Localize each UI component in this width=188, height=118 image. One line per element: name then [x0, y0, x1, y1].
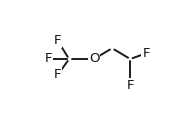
Text: F: F — [127, 79, 134, 92]
Text: O: O — [89, 53, 99, 65]
Text: F: F — [54, 68, 61, 81]
Text: F: F — [45, 53, 52, 65]
Text: F: F — [54, 34, 61, 47]
Text: F: F — [142, 47, 150, 60]
